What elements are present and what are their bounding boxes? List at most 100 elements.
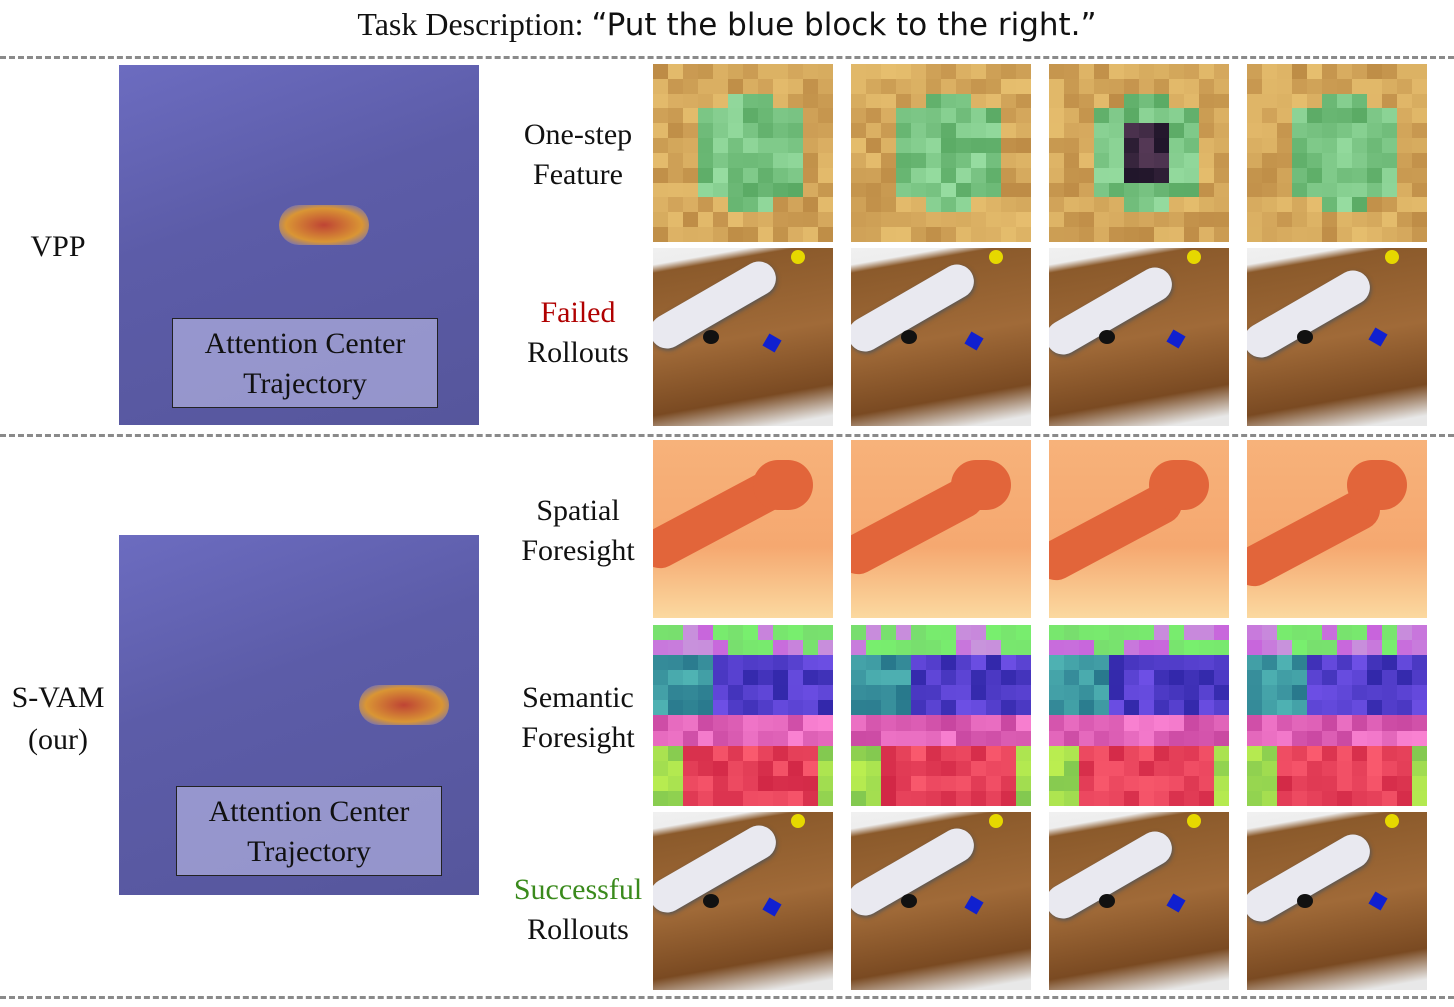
task-label: Task Description: xyxy=(357,6,584,42)
pixel xyxy=(683,93,698,109)
pixel xyxy=(986,227,1001,242)
pixel xyxy=(1214,625,1229,641)
pixel xyxy=(926,197,941,213)
pixel xyxy=(1247,730,1262,746)
pixel xyxy=(1139,227,1154,242)
pixel xyxy=(866,775,881,791)
pixel xyxy=(1397,64,1412,79)
pixel xyxy=(851,197,866,213)
hole xyxy=(1297,330,1313,344)
pixel xyxy=(713,152,728,168)
frame-image xyxy=(1247,64,1427,242)
pixel xyxy=(1154,625,1169,641)
pixel xyxy=(1292,790,1307,806)
pixel xyxy=(713,108,728,124)
pixel xyxy=(941,152,956,168)
pixel xyxy=(713,625,728,641)
pixel xyxy=(926,93,941,109)
pixel xyxy=(1064,182,1079,198)
pixel xyxy=(1139,212,1154,228)
pixel xyxy=(728,730,743,746)
pixel xyxy=(1322,64,1337,79)
pixel xyxy=(698,138,713,153)
pixel xyxy=(668,715,683,731)
pixel xyxy=(1307,775,1322,791)
pixel xyxy=(683,138,698,153)
hole xyxy=(1099,330,1115,344)
pixel xyxy=(713,685,728,701)
pixel xyxy=(1337,715,1352,731)
pixel xyxy=(668,197,683,213)
pixel xyxy=(653,212,668,228)
pixel xyxy=(926,152,941,168)
pixel xyxy=(773,167,788,183)
pixel xyxy=(668,730,683,746)
block xyxy=(1166,329,1186,349)
pixel xyxy=(1337,775,1352,791)
pixel xyxy=(1382,227,1397,242)
pixel xyxy=(1139,715,1154,731)
pixel xyxy=(1184,730,1199,746)
pixel xyxy=(941,197,956,213)
pixel xyxy=(851,775,866,791)
pixel xyxy=(1169,138,1184,153)
pixel xyxy=(1049,108,1064,124)
pixel xyxy=(1412,775,1427,791)
pixel xyxy=(1184,640,1199,656)
hole xyxy=(901,894,917,908)
pixel xyxy=(818,167,833,183)
pixel xyxy=(683,670,698,686)
pixel xyxy=(773,670,788,686)
pixel xyxy=(1184,670,1199,686)
pixel xyxy=(1277,64,1292,79)
pixel xyxy=(1049,745,1064,761)
pixel xyxy=(926,167,941,183)
pixel xyxy=(1064,212,1079,228)
pixel xyxy=(866,167,881,183)
pixel xyxy=(773,715,788,731)
pixel xyxy=(1049,790,1064,806)
pixel xyxy=(1079,745,1094,761)
pixel xyxy=(926,123,941,139)
ball xyxy=(1385,814,1399,828)
frame-image xyxy=(1247,625,1427,806)
pixel xyxy=(1169,655,1184,671)
pixel xyxy=(866,760,881,776)
pixel xyxy=(1382,745,1397,761)
pixel xyxy=(1139,640,1154,656)
pixel xyxy=(941,625,956,641)
pixel xyxy=(728,775,743,791)
pixel xyxy=(1001,108,1016,124)
pixel xyxy=(851,760,866,776)
block xyxy=(964,331,984,351)
pixel xyxy=(1184,167,1199,183)
pixel xyxy=(1199,78,1214,94)
pixel xyxy=(941,775,956,791)
pixel xyxy=(941,640,956,656)
pixel xyxy=(866,670,881,686)
pixel xyxy=(1049,123,1064,139)
pixel xyxy=(1262,745,1277,761)
pixel xyxy=(866,730,881,746)
pixel xyxy=(698,123,713,139)
pixel xyxy=(1139,625,1154,641)
pixel xyxy=(818,93,833,109)
pixel xyxy=(698,212,713,228)
pixel xyxy=(668,123,683,139)
pixel xyxy=(728,108,743,124)
pixel xyxy=(866,123,881,139)
pixel xyxy=(1001,167,1016,183)
pixel xyxy=(818,760,833,776)
pixel xyxy=(743,700,758,716)
pixel xyxy=(818,138,833,153)
pixel xyxy=(1184,108,1199,124)
pixel xyxy=(788,123,803,139)
pixel xyxy=(713,715,728,731)
pixel xyxy=(1094,775,1109,791)
pixel xyxy=(881,745,896,761)
pixel xyxy=(668,745,683,761)
pixel xyxy=(728,167,743,183)
pixel xyxy=(1016,78,1031,94)
pixel xyxy=(1199,93,1214,109)
pixel xyxy=(1199,745,1214,761)
